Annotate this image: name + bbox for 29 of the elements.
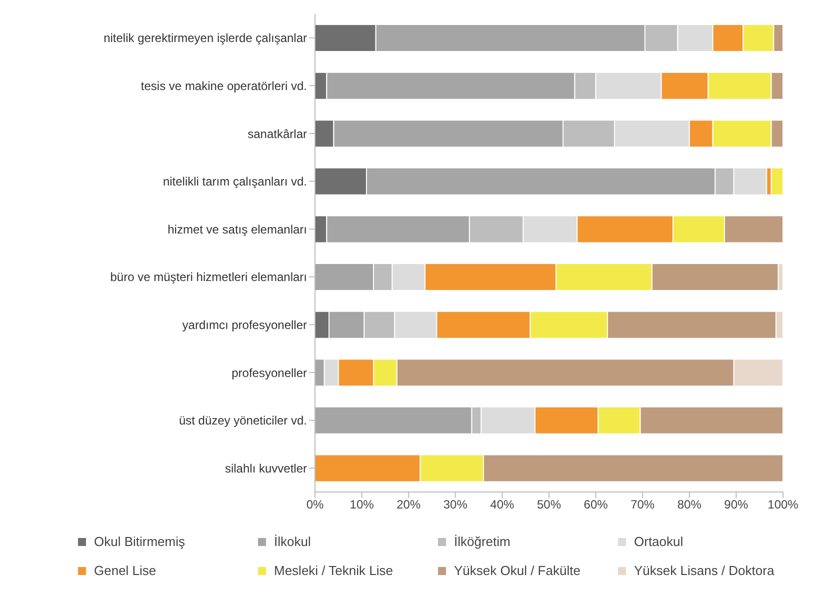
x-tick-label: 70% [630, 498, 655, 512]
x-tick-label: 20% [396, 498, 421, 512]
x-tick-label: 100% [768, 498, 799, 512]
x-tick-label: 80% [677, 498, 702, 512]
y-tick-label: nitelik gerektirmeyen işlerde çalışanlar [104, 31, 307, 46]
y-tick-label: üst düzey yöneticiler vd. [178, 414, 307, 428]
y-tick-label: büro ve müşteri hizmetleri elemanları [110, 270, 307, 284]
legend-label: İlkokul [274, 534, 311, 549]
y-tick-label: sanatkârlar [248, 126, 307, 141]
y-tick-label: profesyoneller [232, 366, 308, 380]
x-tick-label: 10% [350, 498, 374, 512]
x-tick-label: 50% [536, 498, 562, 512]
legend-label: Yüksek Lisans / Doktora [634, 563, 774, 578]
legend-label: Genel Lise [94, 563, 156, 578]
x-tick-label: 40% [490, 498, 515, 512]
x-tick-label: 30% [443, 498, 468, 512]
legend-label: Yüksek Okul / Fakülte [454, 563, 580, 578]
y-tick-label: silahlı kuvvetler [224, 461, 308, 476]
x-tick-label: 60% [584, 498, 608, 512]
legend-label: Ortaokul [634, 534, 684, 549]
legend-label: Mesleki / Teknik Lise [274, 563, 393, 578]
legend-label: Okul Bitirmemiş [94, 534, 186, 549]
x-tick-label: 90% [724, 498, 749, 512]
y-tick-label: hizmet ve satış elemanları [168, 222, 307, 236]
y-tick-label: tesis ve makine operatörleri vd. [140, 78, 307, 93]
y-tick-label: yardımcı profesyoneller [182, 318, 307, 332]
x-tick-label: 0% [306, 498, 324, 512]
y-tick-label: nitelikli tarım çalışanları vd. [162, 174, 307, 189]
legend-label: İlköğretim [454, 534, 510, 549]
